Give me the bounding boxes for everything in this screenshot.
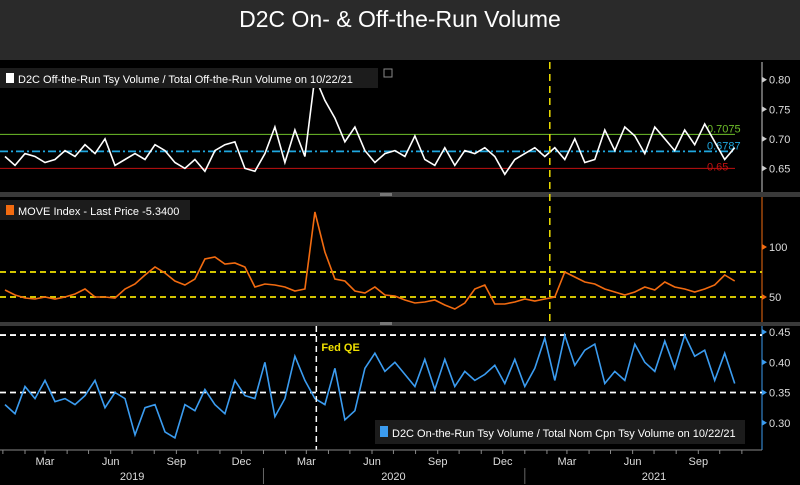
y-tick-marker bbox=[762, 359, 767, 366]
legend-menu-icon bbox=[383, 68, 393, 78]
y-tick-marker bbox=[762, 135, 767, 142]
fed-qe-annotation: Fed QE bbox=[321, 342, 360, 354]
y-tick-label: 0.40 bbox=[769, 357, 790, 369]
y-tick-marker bbox=[762, 76, 767, 83]
x-month-label: Mar bbox=[557, 456, 576, 468]
x-month-label: Sep bbox=[167, 456, 187, 468]
panel-divider bbox=[0, 192, 800, 197]
legend-swatch bbox=[380, 426, 388, 437]
y-tick-label: 0.35 bbox=[769, 388, 790, 400]
y-tick-label: 0.75 bbox=[769, 104, 790, 116]
x-month-label: Dec bbox=[232, 456, 252, 468]
x-month-label: Sep bbox=[428, 456, 448, 468]
legend-swatch bbox=[6, 205, 14, 215]
y-tick-label: 100 bbox=[769, 242, 787, 254]
x-year-label: 2021 bbox=[642, 471, 666, 483]
series-line bbox=[4, 211, 736, 310]
scroll-handle bbox=[380, 322, 392, 325]
x-month-label: Jun bbox=[102, 456, 120, 468]
legend-swatch bbox=[6, 73, 14, 83]
reference-line-label: 0.6787 bbox=[707, 140, 741, 152]
reference-line-label: 0.65 bbox=[707, 161, 728, 173]
x-month-label: Mar bbox=[36, 456, 55, 468]
panel-divider bbox=[0, 322, 800, 326]
title-bar: D2C On- & Off-the-Run Volume bbox=[0, 0, 800, 60]
legend-box bbox=[0, 68, 378, 88]
y-tick-marker bbox=[762, 106, 767, 113]
legend-text: D2C On-the-Run Tsy Volume / Total Nom Cp… bbox=[392, 428, 736, 440]
y-tick-marker bbox=[762, 329, 767, 336]
y-tick-label: 0.45 bbox=[769, 327, 790, 339]
x-month-label: Mar bbox=[297, 456, 316, 468]
reference-line-label: 0.7075 bbox=[707, 123, 741, 135]
x-month-label: Jun bbox=[363, 456, 381, 468]
y-tick-marker bbox=[762, 389, 767, 396]
y-tick-marker bbox=[762, 244, 767, 250]
y-tick-marker bbox=[762, 419, 767, 426]
legend-box bbox=[375, 420, 745, 444]
y-tick-label: 0.70 bbox=[769, 134, 790, 146]
scroll-handle bbox=[380, 193, 392, 196]
y-tick-label: 0.30 bbox=[769, 418, 790, 430]
y-tick-label: 0.65 bbox=[769, 163, 790, 175]
legend-text: D2C Off-the-Run Tsy Volume / Total Off-t… bbox=[18, 74, 353, 86]
x-month-label: Jun bbox=[624, 456, 642, 468]
legend-text: MOVE Index - Last Price -5.3400 bbox=[18, 206, 179, 218]
chart-canvas: 0.80 0.75 0.70 0.65 0.7075 0.6787 0.65 D2C Off-… bbox=[0, 62, 800, 484]
y-tick-label: 50 bbox=[769, 292, 781, 304]
series-line bbox=[4, 332, 736, 440]
x-month-label: Dec bbox=[493, 456, 513, 468]
x-year-label: 2020 bbox=[381, 471, 405, 483]
x-year-label: 2019 bbox=[120, 471, 144, 483]
y-tick-label: 0.80 bbox=[769, 75, 790, 87]
y-tick-marker bbox=[762, 165, 767, 172]
y-tick-marker bbox=[762, 294, 767, 300]
series-line bbox=[4, 73, 736, 176]
x-month-label: Sep bbox=[689, 456, 709, 468]
chart-title: D2C On- & Off-the-Run Volume bbox=[239, 6, 561, 32]
legend-box bbox=[0, 200, 190, 220]
